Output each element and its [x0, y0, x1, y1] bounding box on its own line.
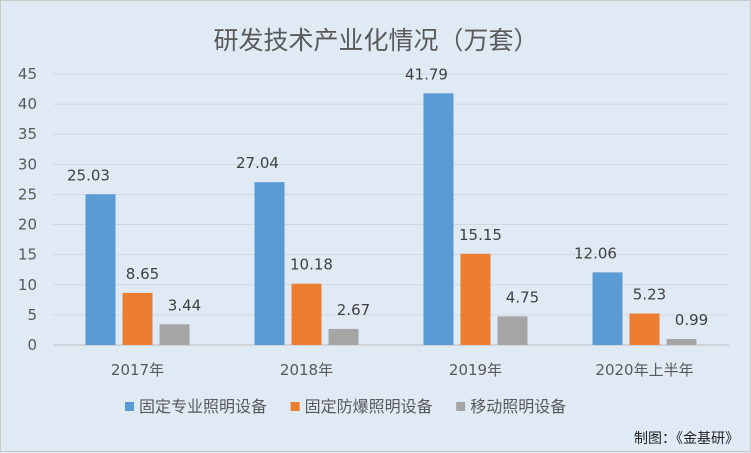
data-label: 8.65 [126, 265, 159, 283]
x-tick-label: 2017年 [111, 361, 164, 379]
data-label: 10.18 [290, 256, 333, 274]
data-label: 4.75 [506, 288, 539, 306]
legend-label: 固定防爆照明设备 [305, 397, 433, 416]
data-label: 41.79 [405, 65, 448, 83]
bar [159, 324, 190, 345]
x-tick-label: 2020年上半年 [595, 361, 693, 379]
bar [629, 313, 660, 345]
bar [423, 93, 454, 346]
bar [291, 283, 322, 345]
y-tick-label: 25 [18, 185, 37, 203]
data-label: 12.06 [574, 244, 617, 262]
data-label: 3.44 [168, 296, 201, 314]
y-tick-label: 45 [18, 65, 37, 83]
bar [592, 272, 623, 345]
data-label: 25.03 [67, 166, 110, 184]
data-label: 0.99 [675, 311, 708, 329]
bar [85, 194, 116, 345]
data-label: 27.04 [236, 154, 279, 172]
y-tick-label: 40 [18, 95, 37, 113]
bar [328, 328, 359, 345]
data-label: 5.23 [633, 286, 666, 304]
legend-swatch [290, 402, 300, 411]
bar [666, 339, 697, 345]
legend-swatch [456, 402, 466, 411]
y-tick-label: 10 [18, 276, 37, 294]
y-tick-label: 35 [18, 125, 37, 143]
y-tick-label: 20 [18, 216, 37, 234]
bar [497, 316, 528, 345]
bar [460, 253, 491, 345]
data-label: 15.15 [459, 226, 502, 244]
x-tick-label: 2019年 [449, 361, 502, 379]
y-tick-label: 15 [18, 246, 37, 264]
legend-swatch [125, 402, 134, 411]
bar [254, 182, 285, 345]
legend-label: 移动照明设备 [470, 397, 566, 416]
data-label: 2.67 [337, 301, 370, 319]
credit-text: 制图：《金基研》 [634, 430, 739, 447]
y-tick-label: 30 [18, 155, 37, 173]
y-tick-label: 5 [27, 306, 37, 324]
y-tick-label: 0 [27, 336, 37, 354]
bar [122, 292, 153, 345]
legend-label: 固定专业照明设备 [139, 397, 267, 416]
chart-title: 研发技术产业化情况（万套） [213, 26, 538, 55]
x-tick-label: 2018年 [280, 361, 333, 379]
